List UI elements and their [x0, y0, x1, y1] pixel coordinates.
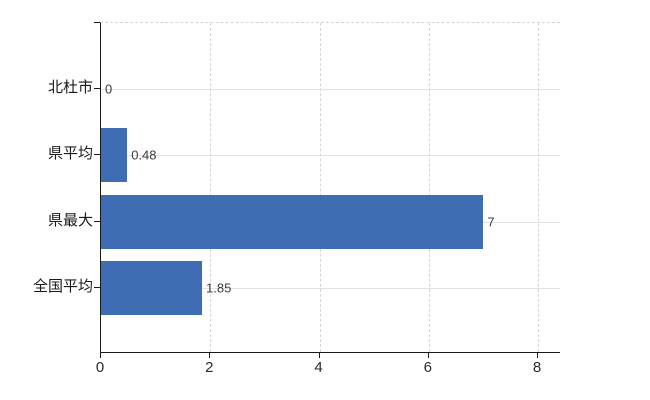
- y-axis-end-tick: [94, 22, 100, 23]
- x-tick-label: 4: [314, 359, 323, 376]
- value-label: 0.48: [131, 147, 157, 163]
- x-tick-label: 2: [205, 359, 214, 376]
- category-label: 県最大: [47, 211, 93, 229]
- x-axis-tick: [100, 353, 101, 358]
- vertical-gridline: [428, 23, 430, 352]
- category-tick: [94, 154, 100, 156]
- category-label: 全国平均: [32, 277, 93, 295]
- x-axis-tick: [209, 353, 211, 358]
- category-gridline: [101, 89, 560, 91]
- bar: [101, 260, 203, 315]
- vertical-gridline: [210, 23, 212, 352]
- value-label: 7: [487, 214, 495, 230]
- category-gridline: [101, 155, 560, 157]
- x-axis-tick: [537, 353, 538, 358]
- category-gridline: [101, 287, 560, 289]
- x-tick-label: 6: [423, 359, 432, 376]
- plot-area: 0 0.48 7 1.85: [100, 22, 560, 353]
- value-label: 1.85: [206, 280, 232, 296]
- value-label: 0: [105, 81, 113, 97]
- bar: [101, 128, 128, 183]
- category-tick: [94, 88, 100, 90]
- x-axis-tick: [318, 353, 320, 358]
- category-label: 北杜市: [47, 79, 93, 97]
- x-tick-label: 0: [95, 359, 105, 376]
- vertical-gridline: [319, 23, 321, 352]
- x-axis-tick: [427, 353, 429, 358]
- vertical-gridline: [538, 23, 539, 352]
- category-tick: [94, 286, 100, 288]
- category-label: 県平均: [47, 145, 93, 163]
- bar: [101, 194, 484, 249]
- category-tick: [94, 220, 100, 222]
- x-tick-label: 8: [532, 359, 542, 376]
